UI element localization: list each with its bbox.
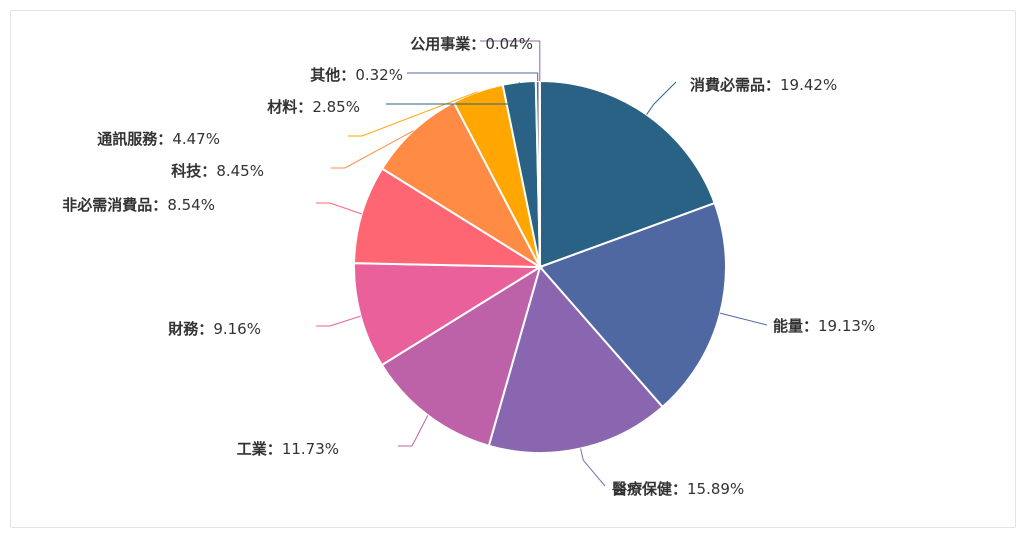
- slice-label-value: 4.47%: [172, 130, 220, 148]
- slice-label-name: 消費必需品：: [690, 76, 780, 94]
- leader-line: [331, 130, 414, 169]
- slice-label-name: 其他：: [310, 66, 355, 84]
- slice-label-name: 非必需消費品：: [62, 196, 167, 214]
- slice-label-value: 19.42%: [780, 76, 837, 94]
- slice-label: 其他：0.32%: [310, 66, 403, 84]
- slice-label: 非必需消費品：8.54%: [62, 196, 215, 214]
- leader-line: [646, 81, 677, 115]
- leader-line: [580, 448, 606, 487]
- leader-line: [480, 40, 541, 81]
- pie-slice[interactable]: [487, 264, 664, 454]
- slice-label-name: 材料：: [267, 98, 312, 116]
- slice-label-value: 19.13%: [818, 317, 875, 335]
- leader-line: [316, 202, 362, 215]
- leader-line: [398, 415, 429, 447]
- leader-line: [720, 312, 768, 326]
- pie-slices: [353, 79, 727, 454]
- slice-label: 消費必需品：19.42%: [690, 76, 837, 94]
- slice-label: 公用事業：0.04%: [410, 35, 533, 53]
- slice-label-value: 8.45%: [216, 162, 264, 180]
- slice-label-value: 15.89%: [687, 480, 744, 498]
- slice-label-value: 0.32%: [355, 66, 403, 84]
- slice-label-value: 2.85%: [312, 98, 360, 116]
- slice-label: 工業：11.73%: [237, 440, 339, 458]
- slice-label-name: 能量：: [773, 317, 818, 335]
- pie-slice[interactable]: [353, 167, 544, 269]
- slice-label-value: 11.73%: [282, 440, 339, 458]
- slice-label-name: 醫療保健：: [612, 480, 687, 498]
- pie-slice[interactable]: [380, 100, 543, 270]
- slice-label-value: 0.04%: [485, 35, 533, 53]
- leader-line: [316, 315, 361, 327]
- pie-slice[interactable]: [380, 264, 542, 448]
- slice-label: 能量：19.13%: [773, 317, 875, 335]
- slice-label: 財務：9.16%: [167, 320, 261, 338]
- slice-label-name: 財務：: [167, 320, 213, 338]
- slice-label: 通訊服務：4.47%: [97, 130, 220, 148]
- slice-label-name: 通訊服務：: [97, 130, 172, 148]
- leader-line: [407, 72, 539, 81]
- leader-lines: [316, 40, 768, 487]
- leader-line: [348, 91, 478, 137]
- slice-label: 醫療保健：15.89%: [612, 480, 744, 498]
- slice-label: 科技：8.45%: [171, 162, 264, 180]
- slice-label-name: 公用事業：: [410, 35, 485, 53]
- slice-label-value: 8.54%: [167, 196, 215, 214]
- slice-label-value: 9.16%: [213, 320, 261, 338]
- slice-label-name: 工業：: [237, 440, 282, 458]
- slice-label-name: 科技：: [171, 162, 216, 180]
- pie-slice[interactable]: [538, 201, 727, 409]
- slice-labels: 消費必需品：19.42% 能量：19.13% 醫療保健：15.89% 工業：11.73…: [62, 35, 875, 498]
- slice-label: 材料：2.85%: [267, 98, 360, 116]
- leader-line: [386, 82, 520, 105]
